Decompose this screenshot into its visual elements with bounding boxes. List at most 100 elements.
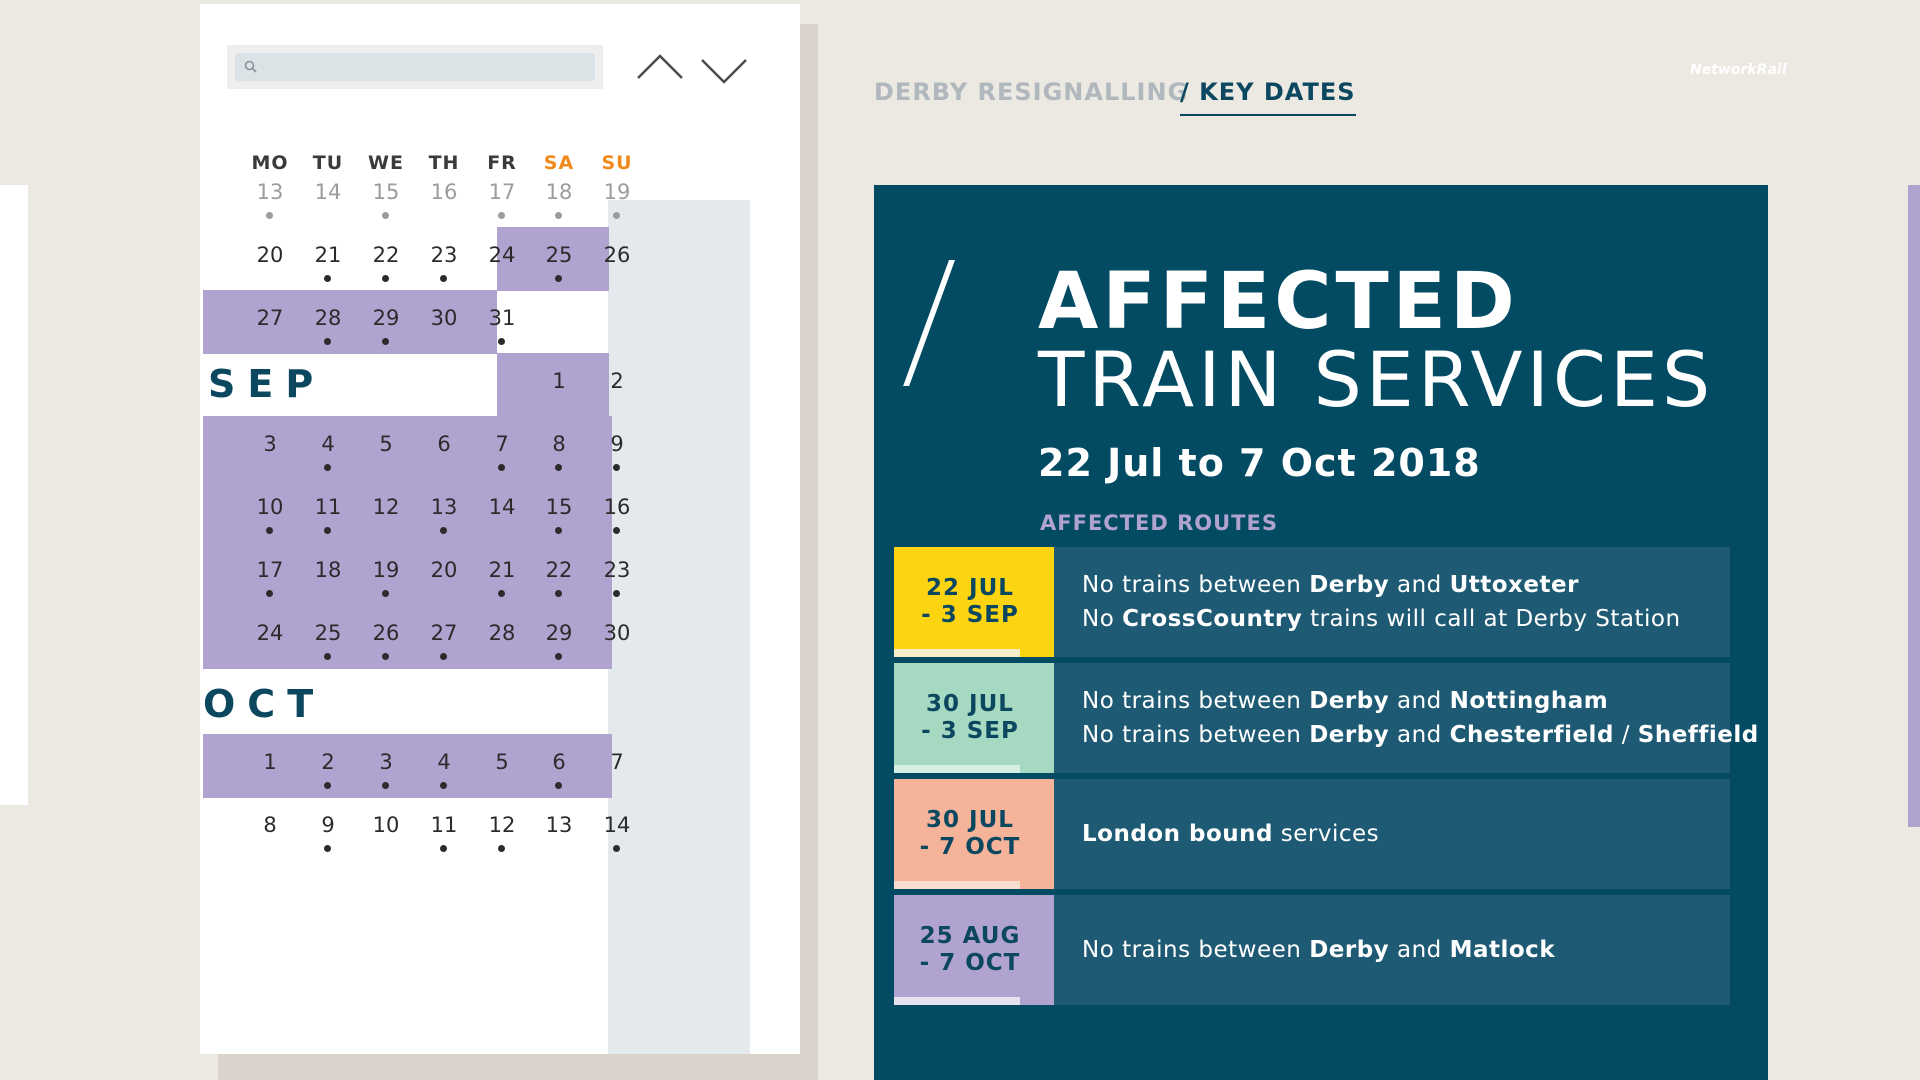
- route-row: 30 JUL - 3 SEP No trains between Derby and…: [894, 663, 1758, 773]
- calendar-day-number: 3: [379, 750, 393, 774]
- calendar-day[interactable]: 13: [524, 797, 594, 861]
- calendar-day[interactable]: 23: [409, 227, 479, 291]
- event-dot-indicator: [555, 782, 562, 789]
- calendar-day[interactable]: 10: [235, 479, 305, 543]
- chevron-down-icon[interactable]: [696, 44, 752, 94]
- calendar-day[interactable]: 20: [409, 542, 479, 606]
- route-date-line: - 3 SEP: [921, 718, 1019, 744]
- search-input[interactable]: [263, 53, 583, 81]
- calendar-day[interactable]: 17: [235, 542, 305, 606]
- calendar-day[interactable]: 27: [235, 290, 305, 354]
- calendar-day[interactable]: 1: [524, 353, 594, 417]
- calendar-day[interactable]: 29: [351, 290, 421, 354]
- calendar-day[interactable]: 14: [467, 479, 537, 543]
- calendar-day[interactable]: 24: [235, 605, 305, 669]
- calendar-day[interactable]: 1: [235, 734, 305, 798]
- calendar-day[interactable]: 27: [409, 605, 479, 669]
- calendar-day[interactable]: 2: [582, 353, 652, 417]
- calendar-day[interactable]: 2: [293, 734, 363, 798]
- calendar-day[interactable]: 12: [467, 797, 537, 861]
- calendar-day-number: 13: [545, 813, 573, 837]
- calendar-day[interactable]: 4: [293, 416, 363, 480]
- calendar-day[interactable]: 17: [467, 164, 537, 228]
- calendar-day[interactable]: 24: [467, 227, 537, 291]
- calendar-day[interactable]: 11: [409, 797, 479, 861]
- calendar-day[interactable]: 13: [409, 479, 479, 543]
- calendar-day-number: 7: [610, 750, 624, 774]
- calendar-day-number: 13: [430, 495, 458, 519]
- day-header-we: WE: [368, 152, 404, 174]
- calendar-day[interactable]: 25: [293, 605, 363, 669]
- chevron-up-icon[interactable]: [632, 44, 688, 94]
- calendar-day[interactable]: 26: [582, 227, 652, 291]
- route-description-line: London bound services: [1082, 817, 1379, 851]
- calendar-day[interactable]: 14: [293, 164, 363, 228]
- route-text: No trains between: [1082, 688, 1310, 714]
- calendar-day[interactable]: 18: [524, 164, 594, 228]
- calendar-day[interactable]: 30: [582, 605, 652, 669]
- calendar-day-number: 20: [256, 243, 284, 267]
- calendar-day[interactable]: 16: [409, 164, 479, 228]
- calendar-day[interactable]: 11: [293, 479, 363, 543]
- calendar-day-number: 28: [314, 306, 342, 330]
- calendar-day[interactable]: 3: [351, 734, 421, 798]
- search-bar: [227, 45, 603, 89]
- calendar-day-number: 24: [256, 621, 284, 645]
- calendar-day[interactable]: 19: [582, 164, 652, 228]
- calendar-day[interactable]: 16: [582, 479, 652, 543]
- left-edge-panel: [0, 185, 28, 805]
- calendar-day[interactable]: 8: [524, 416, 594, 480]
- route-text: and: [1389, 572, 1450, 598]
- calendar-day[interactable]: 30: [409, 290, 479, 354]
- calendar-day[interactable]: 21: [293, 227, 363, 291]
- calendar-day[interactable]: 18: [293, 542, 363, 606]
- event-dot-indicator: [613, 527, 620, 534]
- network-rail-logo: NetworkRail: [1690, 62, 1787, 78]
- calendar-day[interactable]: 5: [351, 416, 421, 480]
- calendar-day[interactable]: 23: [582, 542, 652, 606]
- event-dot-indicator: [498, 338, 505, 345]
- calendar-day[interactable]: 29: [524, 605, 594, 669]
- calendar-day[interactable]: 28: [293, 290, 363, 354]
- calendar-day[interactable]: 21: [467, 542, 537, 606]
- calendar-day[interactable]: 15: [524, 479, 594, 543]
- calendar-day[interactable]: 25: [524, 227, 594, 291]
- event-dot-indicator: [266, 590, 273, 597]
- calendar-day[interactable]: 19: [351, 542, 421, 606]
- calendar-day[interactable]: 6: [409, 416, 479, 480]
- calendar-day[interactable]: 10: [351, 797, 421, 861]
- calendar-day[interactable]: 5: [467, 734, 537, 798]
- route-place-name: London bound: [1082, 821, 1273, 847]
- calendar-day-number: 17: [488, 180, 516, 204]
- calendar-day[interactable]: 20: [235, 227, 305, 291]
- calendar-day[interactable]: 31: [467, 290, 537, 354]
- calendar-day[interactable]: 9: [582, 416, 652, 480]
- calendar-day[interactable]: 6: [524, 734, 594, 798]
- calendar-day[interactable]: 14: [582, 797, 652, 861]
- route-date-badge: 30 JUL - 3 SEP: [894, 663, 1054, 773]
- calendar-day[interactable]: 4: [409, 734, 479, 798]
- event-dot-indicator: [324, 845, 331, 852]
- event-dot-indicator: [382, 590, 389, 597]
- calendar-day[interactable]: 22: [351, 227, 421, 291]
- calendar-day[interactable]: 22: [524, 542, 594, 606]
- event-dot-indicator: [555, 653, 562, 660]
- calendar-day[interactable]: 3: [235, 416, 305, 480]
- breadcrumb-parent[interactable]: DERBY RESIGNALLING: [874, 78, 1189, 106]
- calendar-day[interactable]: 8: [235, 797, 305, 861]
- calendar-day[interactable]: 12: [351, 479, 421, 543]
- calendar-day[interactable]: 15: [351, 164, 421, 228]
- calendar-day[interactable]: 9: [293, 797, 363, 861]
- calendar-day[interactable]: 7: [467, 416, 537, 480]
- right-edge-panel: [1908, 185, 1920, 827]
- event-dot-indicator: [324, 275, 331, 282]
- event-dot-indicator: [440, 845, 447, 852]
- calendar-day[interactable]: 26: [351, 605, 421, 669]
- route-text: and: [1389, 937, 1450, 963]
- calendar-day[interactable]: 28: [467, 605, 537, 669]
- route-date-badge: 25 AUG - 7 OCT: [894, 895, 1054, 1005]
- route-text: No trains between: [1082, 722, 1310, 748]
- calendar-day[interactable]: 13: [235, 164, 305, 228]
- event-dot-indicator: [555, 527, 562, 534]
- calendar-day[interactable]: 7: [582, 734, 652, 798]
